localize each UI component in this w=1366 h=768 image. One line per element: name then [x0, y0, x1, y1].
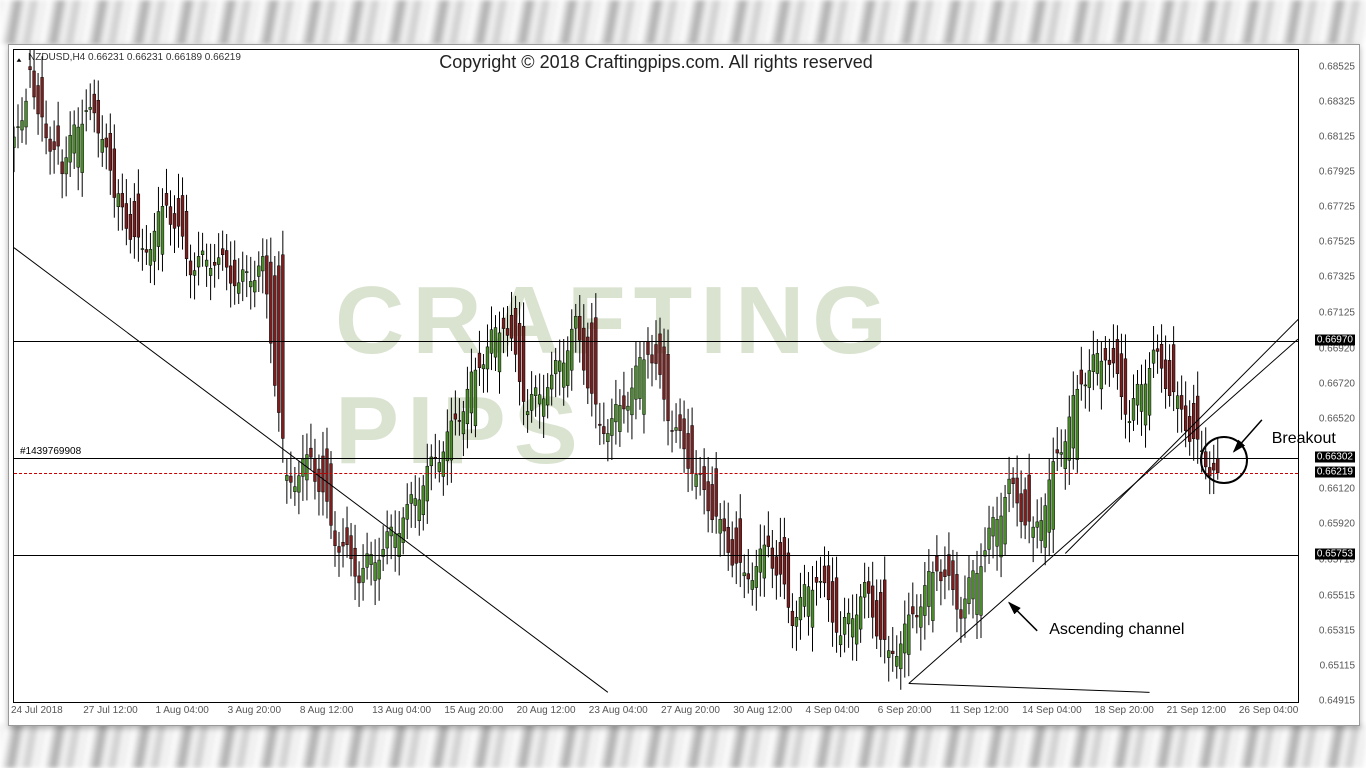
background-blur-top	[0, 0, 1366, 44]
x-tick: 27 Jul 12:00	[83, 705, 138, 716]
y-tick: 0.66720	[1319, 378, 1355, 389]
x-tick: 18 Sep 20:00	[1094, 705, 1154, 716]
y-price-box: 0.66219	[1315, 466, 1355, 477]
x-tick: 1 Aug 04:00	[155, 705, 208, 716]
y-tick: 0.67725	[1319, 202, 1355, 213]
y-price-box: 0.65753	[1315, 548, 1355, 559]
y-tick: 0.65920	[1319, 519, 1355, 530]
y-tick: 0.67325	[1319, 272, 1355, 283]
x-tick: 20 Aug 12:00	[517, 705, 576, 716]
y-tick: 0.68525	[1319, 61, 1355, 72]
price-axis: 0.68525 0.68325 0.68125 0.67925 0.67725 0.675…	[1301, 49, 1355, 703]
x-tick: 14 Sep 04:00	[1022, 705, 1082, 716]
chart-plot-area[interactable]: NZDUSD,H4 0.66231 0.66231 0.66189 0.6621…	[13, 49, 1299, 703]
annotation-arrows	[14, 50, 1298, 702]
chart-window: NZDUSD,H4 0.66231 0.66231 0.66189 0.6621…	[8, 44, 1360, 726]
x-tick: 30 Aug 12:00	[733, 705, 792, 716]
y-tick: 0.68325	[1319, 96, 1355, 107]
x-tick: 15 Aug 20:00	[444, 705, 503, 716]
y-tick: 0.65315	[1319, 625, 1355, 636]
y-tick: 0.67925	[1319, 167, 1355, 178]
x-tick: 23 Aug 04:00	[589, 705, 648, 716]
y-tick: 0.68125	[1319, 131, 1355, 142]
x-tick: 6 Sep 20:00	[878, 705, 932, 716]
x-tick: 8 Aug 12:00	[300, 705, 353, 716]
x-tick: 3 Aug 20:00	[228, 705, 281, 716]
y-tick: 0.66520	[1319, 413, 1355, 424]
y-tick: 0.64915	[1319, 696, 1355, 707]
y-price-box: 0.66302	[1315, 452, 1355, 463]
time-axis: 24 Jul 2018 27 Jul 12:00 1 Aug 04:00 3 Aug …	[13, 705, 1299, 723]
background-blur-bottom	[0, 724, 1366, 768]
x-tick: 21 Sep 12:00	[1167, 705, 1227, 716]
y-tick: 0.66120	[1319, 484, 1355, 495]
y-tick: 0.65115	[1320, 660, 1355, 671]
y-tick: 0.65515	[1319, 590, 1355, 601]
x-tick: 27 Aug 20:00	[661, 705, 720, 716]
x-tick: 4 Sep 04:00	[805, 705, 859, 716]
y-tick: 0.67125	[1319, 307, 1355, 318]
x-tick: 11 Sep 12:00	[950, 705, 1009, 716]
y-price-box: 0.66970	[1315, 334, 1355, 345]
x-tick: 24 Jul 2018	[11, 705, 63, 716]
x-tick: 13 Aug 04:00	[372, 705, 431, 716]
x-tick: 26 Sep 04:00	[1239, 705, 1299, 716]
y-tick: 0.67525	[1319, 237, 1355, 248]
